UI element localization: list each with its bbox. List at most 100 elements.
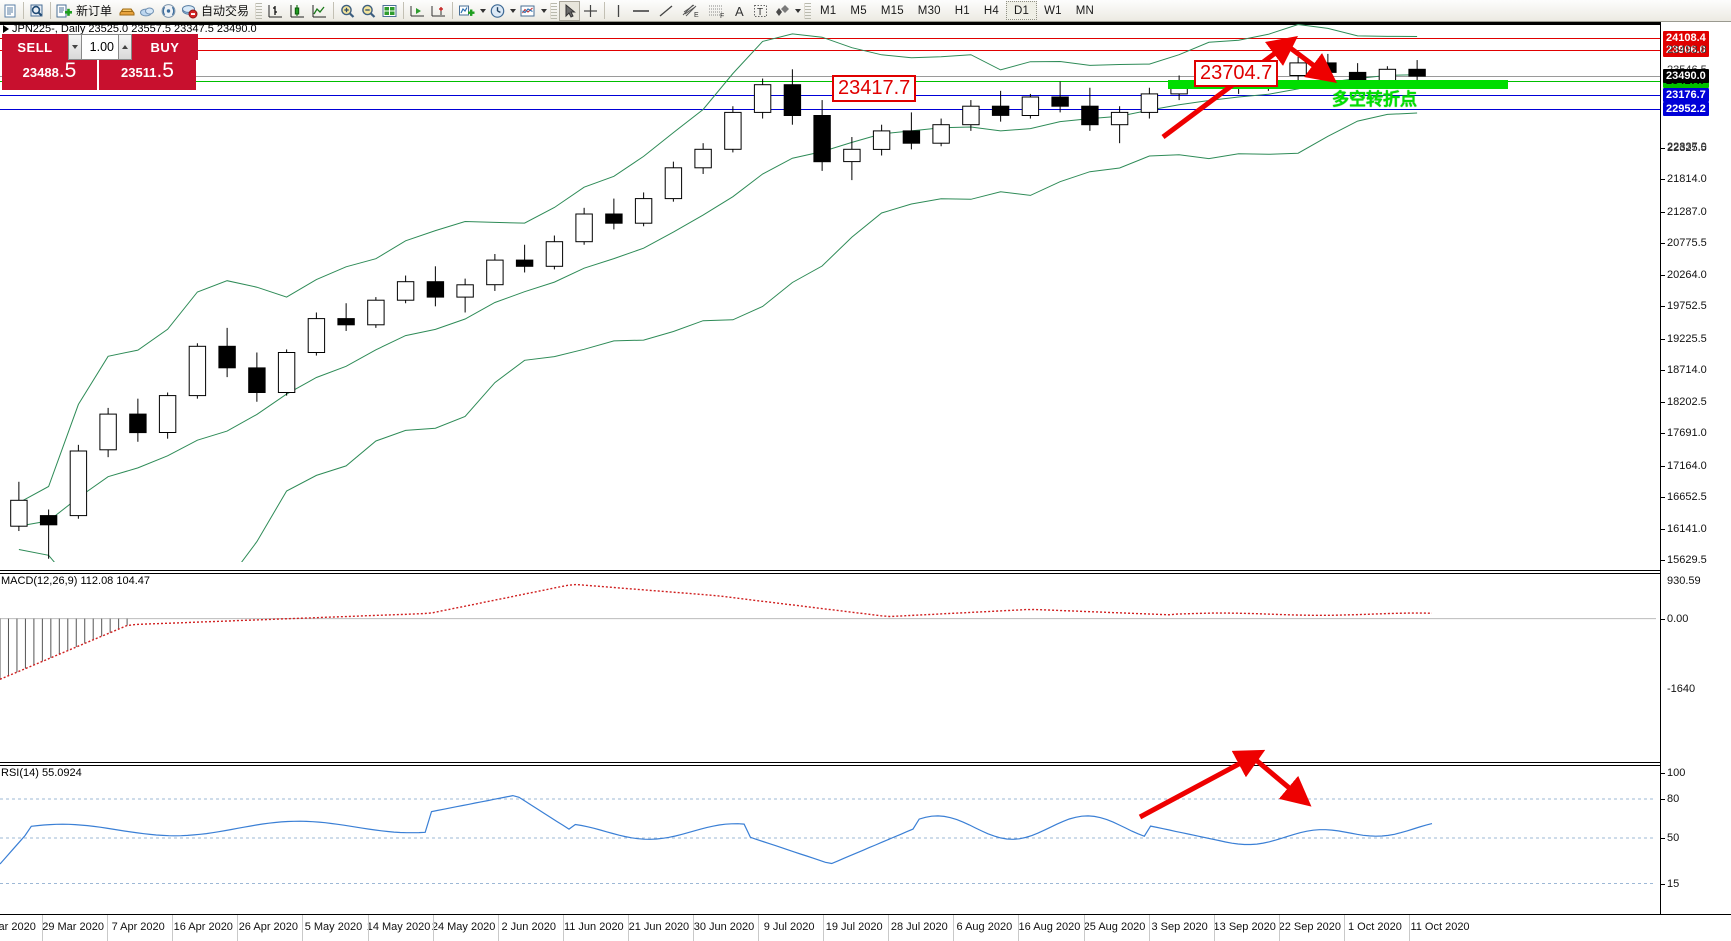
zoom-out-icon[interactable] [358,1,379,21]
volume-decrease-button[interactable] [68,34,82,60]
macd-pane[interactable] [0,575,1660,695]
price-level-tag: 24108.4 [1663,31,1709,45]
date-tick-label: 9 Jul 2020 [763,921,815,933]
chart-collapse-icon[interactable] [3,25,9,33]
sell-price-fraction: .5 [58,59,77,82]
price-tick-label: 20264.0 [1667,268,1707,281]
price-tick [1661,243,1665,245]
volume-stepper[interactable]: 1.00 [68,34,132,60]
candlestick [129,398,147,442]
zoom-in-icon[interactable] [337,1,358,21]
equidistant-channel-icon[interactable]: E [678,1,704,21]
period-chevron-down-icon[interactable] [508,8,517,13]
new-order-label[interactable]: 新订单 [76,4,113,18]
annotation-price-box-2: 23704.7 [1194,60,1279,87]
date-tick-label: 24 May 2020 [431,921,496,933]
rsi-up-arrow [1138,749,1266,820]
cursor-icon[interactable] [559,0,581,21]
macd-histogram [0,618,128,680]
timeframe-h4[interactable]: H4 [983,4,999,17]
candlestick [575,207,593,245]
toolbar-grip[interactable] [804,2,812,19]
data-window-icon[interactable] [379,1,400,21]
volume-increase-button[interactable] [118,34,132,60]
templates-chevron-down-icon[interactable] [539,8,548,13]
main-toolbar: 新订单 自动交易 [0,0,1731,22]
date-tick-label: 25 Aug 2020 [1083,921,1146,933]
signal-icon[interactable] [158,1,179,21]
trendline-icon[interactable] [654,1,678,21]
toolbar-separator [333,2,335,19]
price-tick-label: 21287.0 [1667,205,1707,218]
timeframe-m15[interactable]: M15 [880,4,904,17]
toolbar-separator [403,2,405,19]
date-tick-label: 16 Apr 2020 [173,921,233,933]
indicators-icon[interactable] [456,1,478,21]
line-chart-icon[interactable] [308,1,330,21]
period-icon[interactable] [487,1,508,21]
shapes-icon[interactable] [771,1,793,21]
timeframe-w1[interactable]: W1 [1044,4,1062,17]
sell-button[interactable]: SELL [2,34,68,60]
buy-button[interactable]: BUY [132,34,198,60]
one-click-trading-panel[interactable]: SELL 1.00 BUY 23488 .5 23511 .5 [2,34,198,90]
price-tick-label: 17691.0 [1667,427,1707,440]
date-tick-label: 19 Jul 2020 [825,921,883,933]
candlestick [1021,93,1040,119]
date-tick-separator [953,915,955,941]
timeframe-h1[interactable]: H1 [954,4,970,17]
templates-icon[interactable] [517,1,539,21]
timeframe-m1[interactable]: M1 [820,4,837,17]
text-label-icon[interactable]: T [750,1,771,21]
fibonacci-icon[interactable]: F [704,1,730,21]
candlestick-chart-icon[interactable] [286,1,308,21]
gold-bar-icon[interactable] [116,1,137,21]
price-tick [1661,370,1665,372]
crosshair-icon[interactable] [580,1,601,21]
date-tick-separator [693,915,694,941]
magnifier-icon[interactable] [27,1,47,21]
toolbar-grip[interactable] [550,2,558,19]
bar-chart-icon[interactable] [264,1,286,21]
candlestick [99,407,117,458]
date-axis[interactable]: 9 Mar 2020 29 Mar 2020 7 Apr 2020 16 Apr 20… [0,914,1731,941]
text-icon[interactable]: A [730,1,750,21]
candlestick [902,112,921,150]
auto-scroll-icon[interactable] [407,1,428,21]
horizontal-line-icon[interactable] [628,1,654,21]
indicators-chevron-down-icon[interactable] [478,8,487,13]
timeframe-mn[interactable]: MN [1075,4,1095,17]
candlestick [10,481,28,532]
toolbar-grip[interactable] [255,2,263,19]
date-tick-label: 11 Jun 2020 [563,921,624,933]
vertical-line-icon[interactable] [608,1,628,21]
timeframe-m5[interactable]: M5 [850,4,867,17]
candlestick [545,235,564,270]
new-order-button[interactable] [54,1,75,21]
date-tick-separator [1409,915,1410,941]
volume-input[interactable]: 1.00 [82,34,118,60]
toolbar-group-timeframes: M1 M5 M15 M30 H1 H4 D1 W1 MN [813,0,1101,22]
sell-price[interactable]: 23488 .5 [2,60,99,90]
date-tick-label: 16 Aug 2020 [1018,921,1081,933]
rsi-pane[interactable] [0,767,1660,915]
timeframe-d1[interactable]: D1 [1006,1,1038,20]
price-tick [1661,147,1665,149]
auto-trading-label[interactable]: 自动交易 [201,4,250,18]
shapes-chevron-down-icon[interactable] [793,8,802,13]
price-axis[interactable]: 22325.5 21814.0 21287.0 20775.5 20264.0 19752… [1661,22,1731,912]
rsi-scale-tick [1661,799,1665,800]
candlestick [515,244,534,273]
timeframe-m30[interactable]: M30 [917,4,941,17]
down-reversal-arrow [1283,42,1337,83]
candlestick [872,124,891,156]
buy-price[interactable]: 23511 .5 [99,60,196,90]
date-tick-label: 11 Oct 2020 [1410,921,1470,933]
date-tick-label: 13 Sep 2020 [1213,921,1276,933]
chart-area[interactable]: JPN225-, Daily 23525.0 23557.5 23347.5 2… [0,22,1731,941]
document-icon[interactable] [0,1,20,21]
date-tick-label: 26 Apr 2020 [238,921,299,933]
cloud-icon[interactable] [137,1,158,21]
auto-trading-button[interactable] [179,1,200,21]
chart-shift-icon[interactable] [428,1,449,21]
